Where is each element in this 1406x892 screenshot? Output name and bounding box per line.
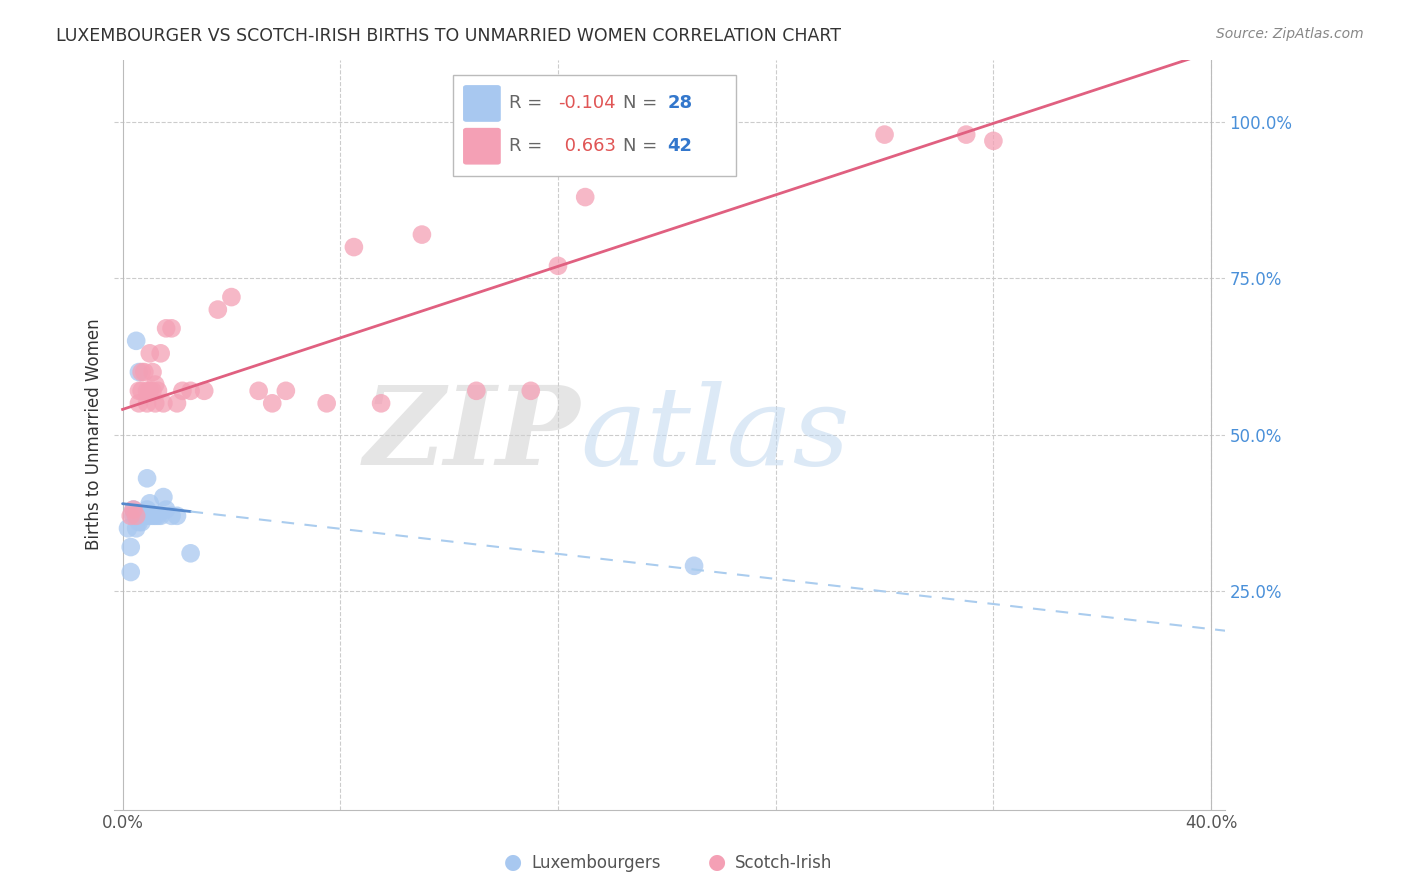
Point: [155, 321, 177, 335]
Point: [120, 540, 142, 554]
Point: [315, 396, 337, 410]
Point: [710, 146, 733, 161]
Point: [143, 508, 166, 523]
Point: [120, 508, 142, 523]
Point: [122, 502, 145, 516]
Point: [180, 546, 202, 560]
Point: [141, 384, 163, 398]
Point: [136, 471, 159, 485]
Point: [574, 190, 596, 204]
Text: ●: ●: [709, 853, 725, 872]
Point: [141, 365, 163, 379]
Point: [131, 384, 153, 398]
Point: [193, 384, 215, 398]
Text: Scotch-Irish: Scotch-Irish: [735, 855, 832, 872]
Point: [343, 240, 366, 254]
Point: [155, 502, 177, 516]
Point: [131, 515, 153, 529]
Text: N =: N =: [623, 94, 664, 112]
Y-axis label: Births to Unmarried Women: Births to Unmarried Women: [86, 318, 103, 550]
Point: [134, 508, 156, 523]
Point: [136, 384, 159, 398]
Point: [125, 508, 148, 523]
Point: [125, 334, 148, 348]
Point: [139, 508, 162, 523]
Point: [125, 521, 148, 535]
Point: [247, 384, 270, 398]
Text: atlas: atlas: [581, 381, 851, 488]
Text: R =: R =: [509, 136, 547, 155]
Point: [128, 515, 150, 529]
Point: [131, 365, 153, 379]
Point: [131, 508, 153, 523]
Point: [122, 502, 145, 516]
Point: [274, 384, 297, 398]
Text: ●: ●: [505, 853, 522, 872]
Point: [136, 396, 159, 410]
Text: 42: 42: [668, 136, 692, 155]
Point: [125, 508, 148, 523]
Point: [166, 396, 188, 410]
Text: R =: R =: [509, 94, 547, 112]
Text: 0.663: 0.663: [558, 136, 616, 155]
Point: [166, 508, 188, 523]
Point: [180, 384, 202, 398]
Point: [143, 377, 166, 392]
Point: [139, 496, 162, 510]
Point: [134, 365, 156, 379]
Point: [955, 128, 977, 142]
Point: [139, 346, 162, 360]
Point: [120, 565, 142, 579]
Point: [128, 396, 150, 410]
Point: [465, 384, 488, 398]
Point: [683, 558, 706, 573]
Text: -0.104: -0.104: [558, 94, 616, 112]
Point: [122, 508, 145, 523]
Point: [143, 396, 166, 410]
Point: [128, 365, 150, 379]
Point: [146, 384, 169, 398]
Text: ZIP: ZIP: [364, 381, 581, 488]
Text: N =: N =: [623, 136, 664, 155]
Point: [207, 302, 229, 317]
Point: [411, 227, 433, 242]
Point: [160, 508, 183, 523]
Point: [139, 384, 162, 398]
FancyBboxPatch shape: [453, 75, 737, 176]
Point: [160, 321, 183, 335]
Point: [873, 128, 896, 142]
Point: [370, 396, 392, 410]
Point: [221, 290, 243, 304]
Text: Luxembourgers: Luxembourgers: [531, 855, 661, 872]
Point: [136, 502, 159, 516]
Point: [134, 508, 156, 523]
FancyBboxPatch shape: [463, 128, 501, 165]
Point: [547, 259, 569, 273]
FancyBboxPatch shape: [463, 85, 501, 122]
Point: [152, 396, 174, 410]
Point: [520, 384, 543, 398]
Point: [146, 508, 169, 523]
Point: [152, 490, 174, 504]
Text: LUXEMBOURGER VS SCOTCH-IRISH BIRTHS TO UNMARRIED WOMEN CORRELATION CHART: LUXEMBOURGER VS SCOTCH-IRISH BIRTHS TO U…: [56, 27, 841, 45]
Text: Source: ZipAtlas.com: Source: ZipAtlas.com: [1216, 27, 1364, 41]
Point: [117, 521, 139, 535]
Point: [172, 384, 194, 398]
Text: 28: 28: [668, 94, 693, 112]
Point: [128, 384, 150, 398]
Point: [141, 508, 163, 523]
Point: [149, 508, 172, 523]
Point: [983, 134, 1005, 148]
Point: [149, 346, 172, 360]
Point: [262, 396, 284, 410]
